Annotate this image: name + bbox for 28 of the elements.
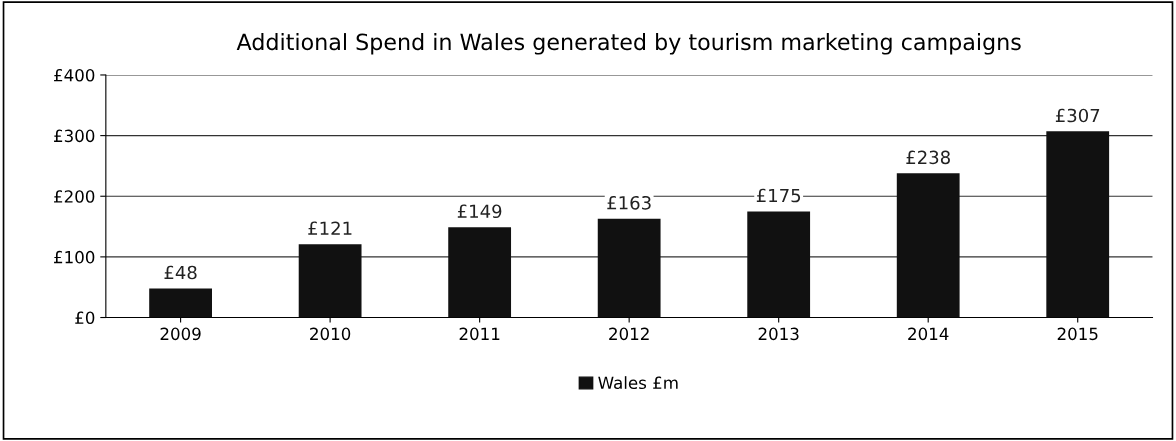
x-tick-label: 2012 (609, 327, 649, 341)
y-tick-label: £400 (54, 68, 95, 82)
data-label: £163 (607, 195, 651, 210)
data-label: £149 (457, 204, 502, 219)
data-label: £238 (906, 150, 950, 165)
data-label: £307 (1055, 108, 1100, 123)
y-tick-label: £200 (54, 190, 95, 203)
y-tick-label: £100 (54, 250, 95, 264)
x-tick-label: 2013 (758, 327, 799, 341)
bar (149, 288, 212, 318)
data-label: £121 (308, 221, 352, 235)
x-tick-label: 2010 (310, 327, 351, 341)
x-tick-label: 2011 (459, 327, 500, 341)
data-label: £175 (756, 188, 801, 203)
chart-title: Additional Spend in Wales generated by tourism marketing campaigns (236, 33, 1021, 55)
y-tick-label: £0 (75, 311, 95, 325)
bar (896, 173, 960, 318)
bar (298, 244, 362, 318)
bar (448, 227, 512, 318)
data-label: £48 (164, 265, 197, 280)
legend-label: Wales £m (598, 376, 678, 390)
bar (1046, 131, 1110, 318)
y-tick-label: £300 (54, 129, 95, 143)
bar (747, 211, 811, 318)
bar (597, 218, 661, 318)
x-tick-label: 2014 (908, 327, 949, 341)
x-tick-label: 2015 (1057, 327, 1098, 341)
x-tick-label: 2009 (160, 327, 201, 341)
